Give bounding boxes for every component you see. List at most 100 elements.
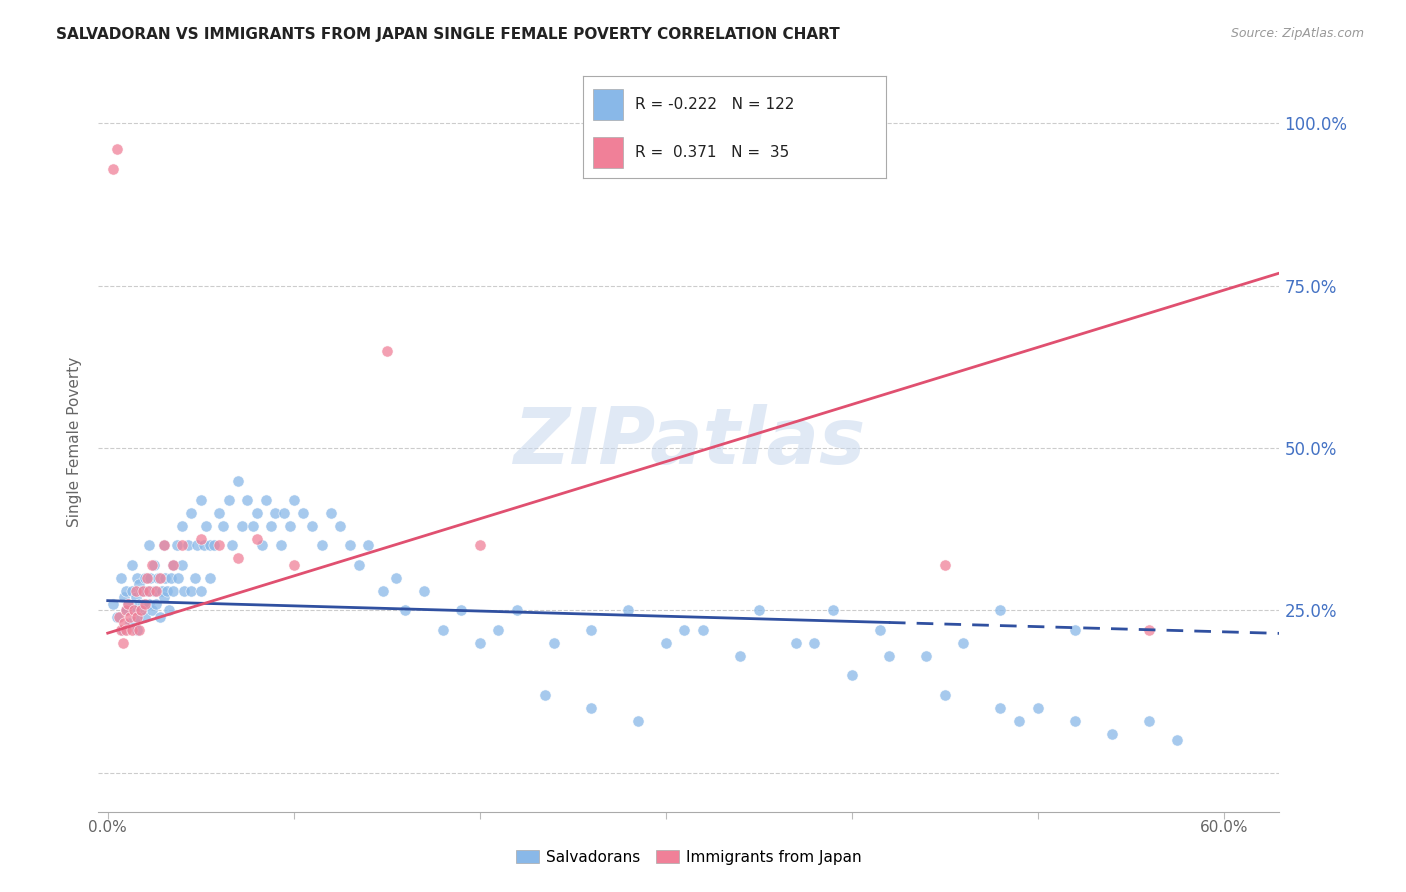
Point [114,591,136,605]
Point [134,597,156,611]
Point [150,583,173,598]
Point [264,506,287,520]
Point [141,558,163,572]
Point [394,603,416,617]
Point [823,603,845,617]
Point [1137,714,1160,728]
Point [111,636,134,650]
Point [122,603,145,617]
Point [581,623,603,637]
Point [195,519,218,533]
Point [468,636,491,650]
Point [198,571,221,585]
Point [115,583,138,598]
Point [186,538,208,552]
Point [221,538,243,552]
Point [301,519,323,533]
Point [139,571,162,585]
Point [135,571,157,585]
Point [128,623,150,637]
Point [141,603,163,617]
Point [132,583,155,598]
Point [208,538,231,552]
Point [152,538,174,552]
Point [172,538,194,552]
Point [934,688,956,702]
Point [149,610,172,624]
Point [581,701,603,715]
Point [111,623,134,637]
Point [877,648,900,663]
Point [152,538,174,552]
Point [236,493,259,508]
Point [273,506,295,520]
Point [138,583,160,598]
Text: Source: ZipAtlas.com: Source: ZipAtlas.com [1230,27,1364,40]
Point [1063,623,1085,637]
Point [283,493,305,508]
Point [432,623,454,637]
Point [226,474,249,488]
Point [190,493,212,508]
Point [134,571,156,585]
Point [184,571,207,585]
Point [1008,714,1031,728]
Point [292,506,315,520]
Point [311,538,333,552]
Text: ZIPatlas: ZIPatlas [513,403,865,480]
Point [176,538,198,552]
Point [1137,623,1160,637]
Text: SALVADORAN VS IMMIGRANTS FROM JAPAN SINGLE FEMALE POVERTY CORRELATION CHART: SALVADORAN VS IMMIGRANTS FROM JAPAN SING… [56,27,839,42]
Bar [592,89,623,120]
Point [803,636,825,650]
Y-axis label: Single Female Poverty: Single Female Poverty [67,357,83,526]
Point [208,506,231,520]
Point [124,591,146,605]
Point [162,558,184,572]
Point [1101,727,1123,741]
Point [110,571,132,585]
Point [250,538,273,552]
Point [990,701,1012,715]
Point [231,519,253,533]
Point [129,603,152,617]
Point [117,597,139,611]
Point [952,636,974,650]
Point [329,519,352,533]
Point [138,597,160,611]
Point [254,493,277,508]
Point [533,688,555,702]
Point [138,538,160,552]
Text: 60.0%: 60.0% [1199,820,1249,835]
Point [103,597,125,611]
Point [124,610,146,624]
Point [143,558,166,572]
Point [118,616,141,631]
Point [114,616,136,631]
Point [103,161,125,176]
Point [105,610,128,624]
Point [121,583,143,598]
Point [180,583,202,598]
Point [121,558,143,572]
Point [673,623,696,637]
Point [198,538,221,552]
Point [218,493,240,508]
Point [105,142,128,156]
Point [180,506,202,520]
Point [371,583,394,598]
Point [319,506,342,520]
Point [127,571,149,585]
Point [135,583,157,598]
Point [339,538,361,552]
Point [117,597,139,611]
Point [468,538,491,552]
Point [375,343,398,358]
Point [132,597,155,611]
Point [128,597,150,611]
Point [146,571,169,585]
Point [934,558,956,572]
Point [543,636,565,650]
Point [212,519,235,533]
Text: 0.0%: 0.0% [89,820,127,835]
